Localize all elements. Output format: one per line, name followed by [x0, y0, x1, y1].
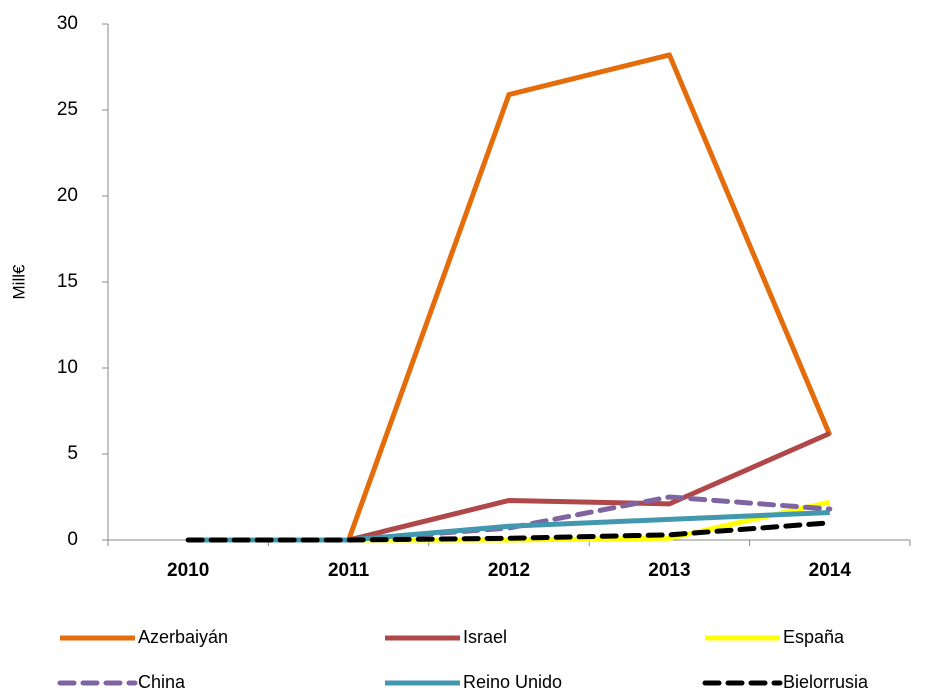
- legend-label: Azerbaiyán: [138, 627, 228, 647]
- legend-label: China: [138, 672, 186, 692]
- x-tick-label: 2010: [167, 560, 209, 581]
- x-tick-label: 2011: [328, 560, 370, 581]
- series-line: [188, 52, 833, 543]
- y-tick-label: 30: [57, 13, 78, 34]
- y-tick-label: 25: [57, 99, 78, 120]
- series-line: [185, 520, 833, 543]
- x-tick-label: 2014: [809, 560, 852, 581]
- y-tick-label: 15: [57, 271, 78, 292]
- y-tick-label: 10: [57, 357, 78, 378]
- x-tick-label: 2012: [488, 560, 530, 581]
- series-line: [188, 499, 831, 543]
- y-axis-label: Mill€: [9, 264, 28, 299]
- legend-label: Reino Unido: [463, 672, 562, 692]
- y-tick-label: 5: [67, 443, 78, 464]
- y-tick-label: 20: [57, 185, 78, 206]
- legend-label: España: [783, 627, 845, 647]
- legend-label: Israel: [463, 627, 507, 647]
- x-tick-label: 2013: [648, 560, 690, 581]
- legend-label: Bielorrusia: [783, 672, 869, 692]
- y-tick-label: 0: [67, 529, 78, 550]
